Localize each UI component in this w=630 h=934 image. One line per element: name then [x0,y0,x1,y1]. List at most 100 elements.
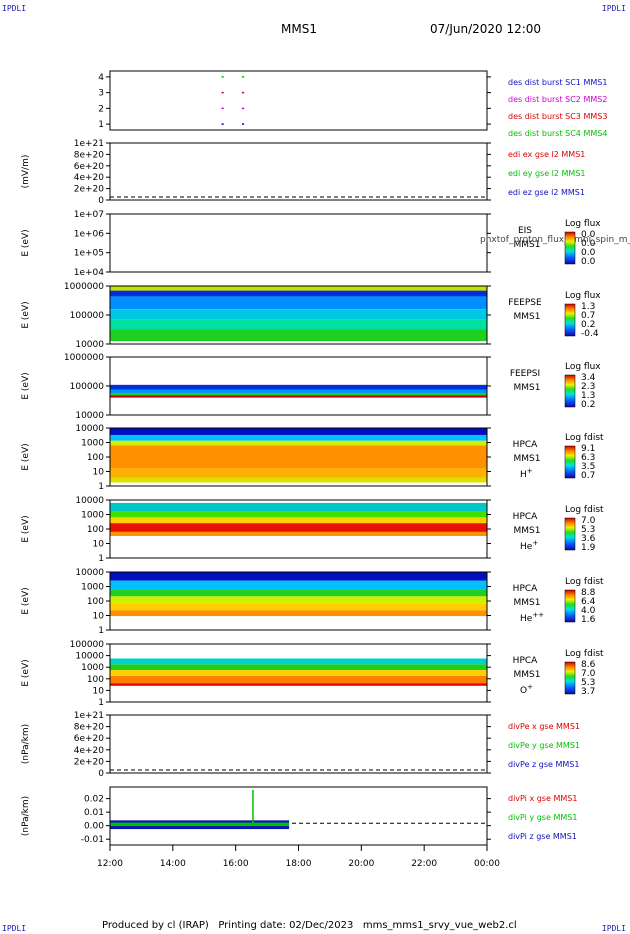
heatmap-band-hpca_he-1 [110,511,487,518]
ylabel-hpca_o: E (eV) [21,659,31,686]
panel-frame-hpca_o [109,643,488,703]
instrument-label-hpca_hepp: HPCA [513,584,538,594]
ytick-label-divpe-4: 8e+20 [74,723,105,733]
colorbar-eis [564,231,576,265]
heatmap-band-hpca_h-2 [110,440,487,446]
xtick-label-0: 12:00 [97,859,123,869]
colorbar-tick-hpca_he-1: 5.3 [581,525,595,535]
ytick-label-hpca_hepp-4: 10000 [75,568,104,578]
instrument-label-hpca_h: HPCA [513,440,538,450]
ytick-label-divpi-1: 0.00 [84,822,104,832]
ytick-label-divpe-5: 1e+21 [74,711,104,721]
heatmap-band-hpca_o-4 [110,683,487,686]
heatmap-band-hpca_hepp-2 [110,589,487,597]
colorbar-tick-hpca_hepp-2: 4.0 [581,606,596,616]
species-sup-hpca_he: + [532,539,538,547]
species-label-hpca_he: He+ [520,539,538,552]
colorbar-tick-hpca_hepp-3: 1.6 [581,615,596,625]
instrument-label-eis: EIS [518,226,532,236]
legend-divpi-0: divPi x gse MMS1 [508,794,577,803]
spacecraft-label-feepse: MMS1 [514,312,541,322]
spacecraft-label-hpca_hepp: MMS1 [514,598,541,608]
colorbar-tick-feepsi-1: 2.3 [581,382,595,392]
colorbar-title-eis: Log flux [565,219,601,229]
heatmap-band-hpca_o-3 [110,675,487,684]
heatmap-band-hpca_o-1 [110,664,487,671]
species-label-hpca_h: H+ [520,467,533,480]
species-label-hpca_hepp: He++ [520,611,544,624]
heatmap-band-hpca_h-4 [110,468,487,478]
panel-frame-eis [109,213,488,273]
colorbar-title-feepse: Log flux [565,291,601,301]
heatmap-band-hpca_hepp-5 [110,610,487,617]
colorbar-hpca_hepp [564,589,576,623]
heatmap-band-hpca_h-0 [110,428,487,435]
ylabel-feepsi: E (eV) [21,372,31,399]
legend-edi-0: edi ex gse l2 MMS1 [508,150,585,159]
panel-frame-burst [109,70,488,131]
ylabel-hpca_h: E (eV) [21,443,31,470]
instrument-label-feepsi: FEEPSI [510,369,540,379]
ytick-label-hpca_he-1: 10 [93,540,105,550]
corner-mark-top-right: IPDLI [601,4,626,13]
species-sup-hpca_h: + [527,467,533,475]
ylabel-divpi: (nPa/km) [21,796,31,836]
colorbar-tick-eis-0: 0.0 [581,230,596,240]
heatmap-band-hpca_hepp-0 [110,572,487,581]
xtick-label-1: 14:00 [160,859,186,869]
legend-burst-2: des dist burst SC3 MMS3 [508,112,607,121]
panel-frame-divpe [109,714,488,774]
heatmap-band-feepsi-3 [110,392,487,396]
spacecraft-title: MMS1 [281,22,317,36]
heatmap-band-hpca_o-0 [110,658,487,665]
ytick-label-feepsi-0: 10000 [75,411,104,421]
ytick-label-hpca_o-1: 10 [93,686,105,696]
ytick-label-hpca_o-0: 1 [98,698,104,708]
colorbar-tick-hpca_o-3: 3.7 [581,687,595,697]
spacecraft-label-hpca_h: MMS1 [514,454,541,464]
species-label-hpca_o: O+ [520,683,533,696]
ytick-label-hpca_h-4: 10000 [75,424,104,434]
ytick-label-hpca_h-2: 100 [87,453,104,463]
ytick-label-burst-0: 1 [98,120,104,130]
colorbar-tick-hpca_he-3: 1.9 [581,543,596,553]
ytick-label-hpca_h-0: 1 [98,482,104,492]
heatmap-band-feepsi-4 [110,395,487,398]
corner-mark-bottom-right: IPDLI [601,924,626,933]
heatmap-band-hpca_hepp-1 [110,580,487,590]
species-sup-hpca_hepp: ++ [532,611,544,619]
heatmap-band-feepse-5 [110,329,487,342]
ytick-label-hpca_h-1: 10 [93,468,105,478]
colorbar-tick-hpca_he-2: 3.6 [581,534,596,544]
ytick-label-divpi-0: -0.01 [81,835,104,845]
colorbar-tick-feepsi-3: 0.2 [581,400,595,410]
ytick-label-divpi-2: 0.01 [84,808,104,818]
ytick-label-feepse-2: 1000000 [64,282,104,292]
xtick-label-2: 16:00 [223,859,249,869]
colorbar-tick-eis-3: 0.0 [581,257,596,267]
heatmap-band-hpca_he-4 [110,531,487,536]
species-sup-hpca_o: + [527,683,533,691]
heatmap-band-hpca_hepp-3 [110,596,487,604]
ytick-label-hpca_h-3: 1000 [81,439,104,449]
colorbar-tick-hpca_he-0: 7.0 [581,516,596,526]
corner-mark-top-left: IPDLI [2,4,27,13]
colorbar-tick-hpca_h-3: 0.7 [581,471,595,481]
colorbar-tick-feepsi-2: 1.3 [581,391,595,401]
heatmap-band-hpca_h-3 [110,445,487,469]
xtick-label-6: 00:00 [474,859,500,869]
ylabel-edi: (mV/m) [21,155,31,189]
ytick-label-eis-1: 1e+05 [74,249,104,259]
ytick-label-burst-2: 3 [98,89,104,99]
legend-edi-2: edi ez gse l2 MMS1 [508,188,585,197]
heatmap-band-hpca_h-5 [110,477,487,483]
colorbar-tick-hpca_hepp-1: 6.4 [581,597,596,607]
heatmap-band-feepsi-0 [110,367,487,385]
colorbar-feepsi [564,374,576,408]
legend-burst-3: des dist burst SC4 MMS4 [508,129,607,138]
footer-text: Produced by cl (IRAP) Printing date: 02/… [102,920,517,931]
instrument-label-hpca_o: HPCA [513,656,538,666]
xtick-label-4: 20:00 [348,859,374,869]
ytick-label-hpca_he-3: 1000 [81,511,104,521]
colorbar-tick-hpca_o-2: 5.3 [581,678,595,688]
